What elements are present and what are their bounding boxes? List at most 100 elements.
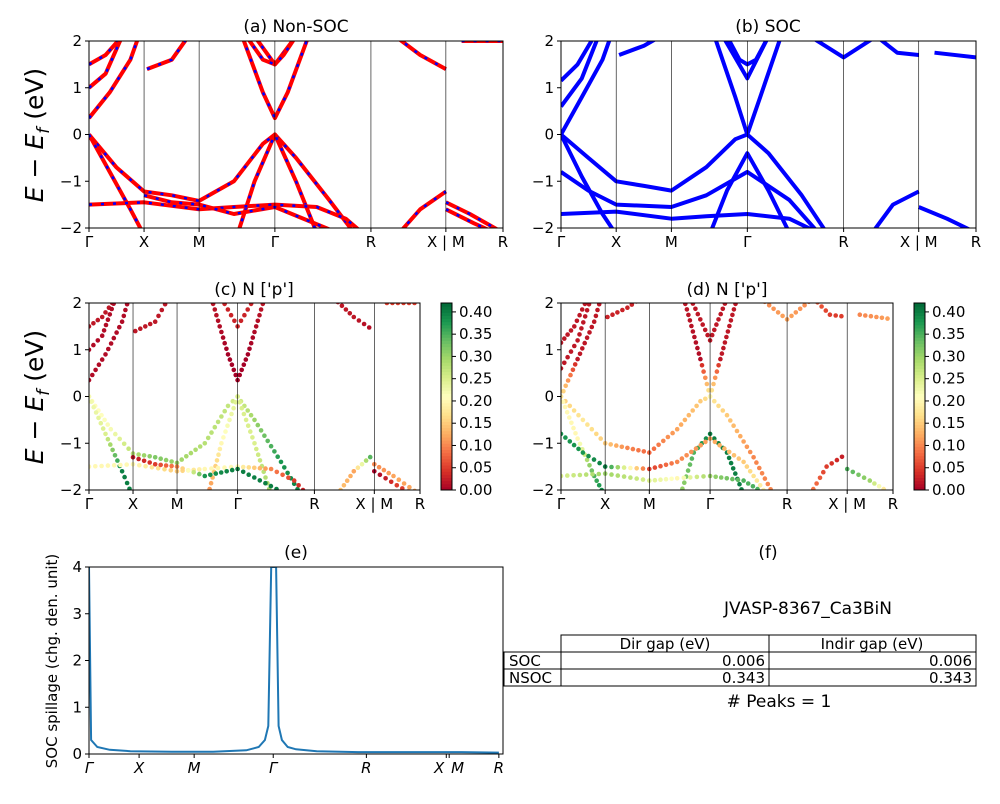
band-point [119, 319, 125, 325]
band-point [262, 433, 267, 439]
x-tick-label: M [171, 495, 184, 513]
colorbar-segment [914, 458, 925, 463]
band-point [571, 442, 577, 448]
band-point [582, 303, 588, 307]
band-point [819, 304, 824, 309]
band-point [811, 296, 816, 301]
colorbar-segment [441, 371, 452, 376]
band-point [765, 481, 771, 487]
colorbar-tick-label: 0.05 [932, 459, 965, 477]
band-point [245, 307, 250, 312]
band-point [138, 326, 143, 332]
band-point [108, 442, 113, 447]
band-point [137, 463, 142, 468]
band-point [839, 313, 844, 319]
band-point [591, 457, 597, 462]
band-point [147, 460, 152, 465]
x-tick-label: X [600, 495, 610, 513]
colorbar-segment [914, 433, 925, 438]
band-point [197, 444, 203, 449]
band-point [703, 396, 708, 402]
colorbar-segment [441, 393, 452, 397]
band-point [335, 303, 341, 305]
band-point [105, 317, 111, 323]
colorbar-segment [441, 303, 452, 307]
band-point [93, 367, 98, 373]
band-point [359, 461, 365, 467]
band-point [255, 452, 261, 458]
band-point [221, 435, 226, 440]
band-point [793, 310, 799, 315]
colorbar-segment [914, 374, 925, 379]
band-point [351, 314, 357, 320]
colorbar-tick-label: 0.30 [932, 347, 965, 365]
band-line-overlay [89, 133, 142, 228]
band-point [689, 449, 694, 455]
band-point [674, 426, 680, 432]
band-point [827, 312, 833, 318]
colorbar-segment [441, 424, 452, 429]
band-point [280, 472, 285, 478]
band-point [152, 462, 158, 467]
band-point [136, 456, 141, 462]
band-point [383, 476, 388, 481]
band-point [628, 475, 633, 480]
colorbar-segment [441, 362, 452, 366]
band-point [202, 473, 208, 479]
band-point [241, 411, 247, 417]
band-point [730, 466, 736, 471]
band-point [615, 310, 620, 315]
band-point [231, 405, 236, 411]
colorbar-segment [441, 340, 452, 345]
panel-a-title: (a) Non-SOC [243, 17, 348, 37]
panel-d-title: (d) N ['p'] [687, 280, 768, 300]
band-point [215, 419, 221, 425]
band-point [565, 378, 571, 383]
x-tick-label: X [128, 495, 138, 513]
band-point [162, 303, 168, 307]
colorbar-segment [914, 405, 925, 410]
band-point [228, 312, 234, 318]
band-point [584, 335, 590, 341]
band-point [762, 476, 768, 481]
y-tick-label: 2 [72, 294, 82, 312]
band-point [582, 340, 587, 346]
band-point [147, 454, 152, 459]
x-tick-label: R [888, 495, 898, 513]
band-point [197, 471, 202, 477]
band-point [690, 408, 695, 413]
band-point [575, 436, 580, 441]
y-tick-label: 2 [72, 652, 82, 670]
band-point [722, 340, 728, 345]
band-point [720, 306, 726, 312]
panel-b: −2 −1 0 1 2 Γ X M Γ R X | M R [532, 32, 981, 251]
band-point [240, 469, 246, 475]
band-point [117, 324, 122, 330]
band-point [712, 398, 717, 404]
colorbar-segment [441, 433, 452, 438]
band-point [680, 486, 685, 490]
band-point [115, 458, 120, 463]
band-point [586, 453, 591, 459]
band-point [815, 303, 820, 305]
x-tick-label: R [366, 233, 376, 251]
band-point [797, 306, 803, 312]
band-point [581, 320, 586, 325]
colorbar-tick-label: 0.05 [459, 459, 492, 477]
band-line-overlay [399, 41, 447, 71]
band-point [609, 464, 614, 470]
band-point [571, 473, 576, 478]
colorbar-segment [441, 315, 452, 320]
band-point [111, 335, 117, 341]
band-point [390, 303, 395, 306]
band-point [384, 303, 390, 306]
band-point [694, 403, 699, 409]
band-point [215, 318, 221, 324]
colorbar-segment [441, 483, 452, 488]
colorbar-segment [441, 458, 452, 463]
y-tick-label: −2 [60, 219, 82, 237]
band-point [255, 318, 261, 324]
band-point [561, 431, 564, 437]
band-point [103, 352, 108, 357]
band-point [640, 477, 646, 482]
